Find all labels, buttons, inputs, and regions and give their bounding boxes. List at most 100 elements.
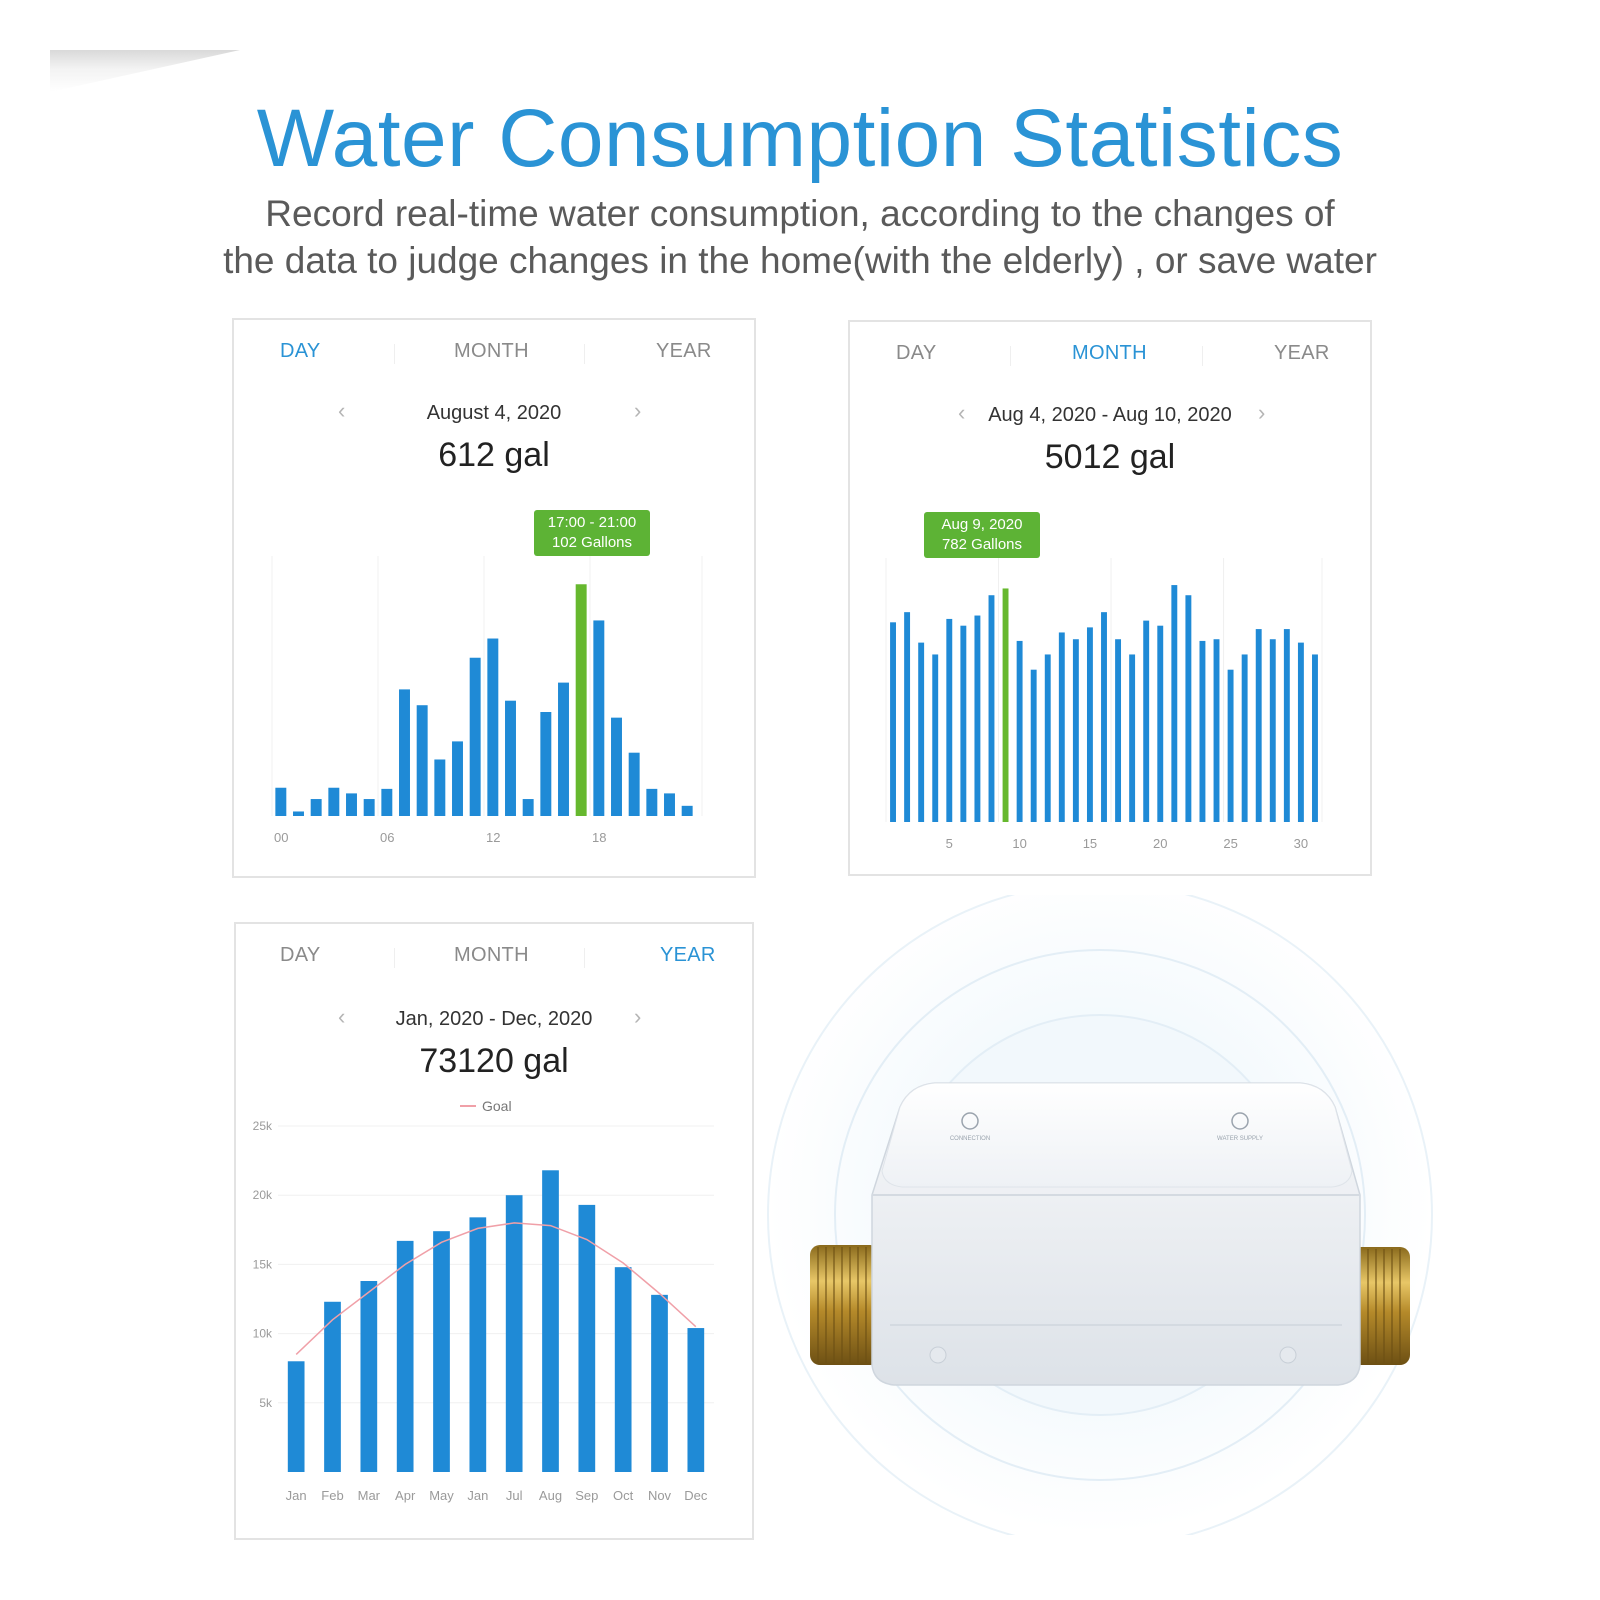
day-bar[interactable]	[293, 811, 304, 816]
day-bar[interactable]	[487, 638, 499, 816]
month-bar[interactable]	[932, 654, 939, 822]
tab-divider	[1010, 346, 1011, 366]
month-bar[interactable]	[1213, 639, 1220, 822]
x-tick-label: Apr	[395, 1488, 416, 1503]
tab-day[interactable]: DAY	[896, 342, 937, 364]
next-arrow-icon[interactable]: ›	[1258, 400, 1266, 425]
tab-year[interactable]: YEAR	[660, 944, 716, 966]
month-bar[interactable]	[1143, 620, 1150, 822]
next-arrow-icon[interactable]: ›	[634, 1004, 642, 1029]
day-bar[interactable]	[363, 799, 375, 816]
subtitle-line-2: the data to judge changes in the home(wi…	[223, 240, 1377, 281]
prev-arrow-icon[interactable]: ‹	[338, 1004, 346, 1029]
month-bar[interactable]	[1297, 642, 1304, 822]
day-bar[interactable]	[469, 657, 481, 816]
day-bar[interactable]	[664, 793, 675, 816]
month-bar[interactable]	[1115, 639, 1122, 822]
total-usage: 5012 gal	[1044, 438, 1176, 476]
month-bar[interactable]	[1157, 625, 1164, 822]
connection-label: CONNECTION	[950, 1136, 990, 1142]
x-tick-label: 10	[1012, 836, 1026, 851]
month-bar[interactable]	[1002, 588, 1009, 822]
day-bar[interactable]	[540, 712, 552, 816]
tab-month[interactable]: MONTH	[454, 944, 529, 966]
year-bar[interactable]	[687, 1328, 705, 1472]
day-bar[interactable]	[399, 689, 410, 816]
month-bar[interactable]	[1030, 669, 1037, 822]
day-bar[interactable]	[628, 752, 640, 816]
month-bar[interactable]	[1101, 612, 1107, 822]
prev-arrow-icon[interactable]: ‹	[958, 400, 966, 425]
year-bar[interactable]	[542, 1170, 559, 1472]
prev-arrow-icon[interactable]: ‹	[338, 398, 346, 423]
day-bar[interactable]	[681, 805, 693, 816]
day-bar[interactable]	[452, 741, 463, 816]
year-bar[interactable]	[433, 1231, 450, 1472]
month-bar[interactable]	[1058, 632, 1065, 822]
day-bar[interactable]	[522, 799, 534, 816]
month-bar[interactable]	[960, 625, 967, 822]
month-bar[interactable]	[904, 612, 911, 822]
month-bar[interactable]	[1312, 654, 1318, 822]
year-bar[interactable]	[505, 1195, 523, 1472]
tab-day[interactable]: DAY	[280, 944, 321, 966]
month-bar[interactable]	[1185, 595, 1192, 822]
tooltip-time: 17:00 - 21:00	[547, 514, 637, 531]
month-bar[interactable]	[890, 622, 896, 822]
day-bar[interactable]	[593, 620, 605, 816]
year-bar[interactable]	[360, 1281, 378, 1472]
x-tick-label: 20	[1153, 836, 1167, 851]
x-tick-label: 00	[274, 830, 288, 845]
month-bar[interactable]	[918, 642, 925, 822]
month-bar[interactable]	[1199, 640, 1206, 822]
month-bar[interactable]	[1171, 585, 1178, 822]
left-brass-fitting	[810, 1245, 880, 1365]
x-tick-label: Jan	[467, 1488, 488, 1503]
day-bar[interactable]	[275, 787, 287, 816]
day-bar[interactable]	[346, 793, 357, 816]
next-arrow-icon[interactable]: ›	[634, 398, 642, 423]
month-bar[interactable]	[1086, 627, 1093, 822]
year-bar[interactable]	[578, 1204, 596, 1472]
month-bar[interactable]	[1255, 629, 1262, 822]
year-bar[interactable]	[469, 1217, 487, 1472]
day-bar[interactable]	[646, 788, 658, 816]
year-bar[interactable]	[614, 1267, 632, 1472]
month-bar[interactable]	[1283, 629, 1290, 822]
tab-year[interactable]: YEAR	[656, 340, 712, 362]
day-bar[interactable]	[505, 700, 516, 816]
month-bar[interactable]	[1072, 639, 1079, 822]
tab-month[interactable]: MONTH	[454, 340, 529, 362]
day-bar[interactable]	[434, 759, 446, 816]
x-tick-label: Jul	[506, 1488, 523, 1503]
x-tick-label: 18	[592, 830, 606, 845]
tab-day[interactable]: DAY	[280, 340, 321, 362]
month-bar[interactable]	[1016, 640, 1023, 822]
month-bar[interactable]	[1129, 654, 1136, 822]
goal-line	[295, 1222, 697, 1355]
month-bar[interactable]	[1269, 639, 1276, 822]
page-title: Water Consumption Statistics	[256, 93, 1344, 184]
year-bar[interactable]	[396, 1240, 414, 1472]
day-bar[interactable]	[558, 682, 569, 816]
month-bar[interactable]	[1044, 654, 1051, 822]
month-bar[interactable]	[1241, 654, 1248, 822]
year-bar[interactable]	[287, 1361, 305, 1472]
month-bar[interactable]	[1227, 669, 1234, 822]
day-bar[interactable]	[381, 788, 393, 816]
day-bar[interactable]	[611, 717, 622, 816]
day-bar[interactable]	[310, 799, 322, 816]
day-bar[interactable]	[416, 705, 428, 816]
day-bar[interactable]	[328, 787, 340, 816]
day-bar[interactable]	[575, 584, 587, 816]
month-bar[interactable]	[946, 618, 953, 822]
year-bar-chart: Goal 5k 10k 15k 20k 25k Jan Feb Mar Apr May Jan Jul A…	[253, 1100, 714, 1503]
month-bar[interactable]	[974, 615, 981, 822]
year-bar[interactable]	[651, 1294, 668, 1472]
month-bar[interactable]	[988, 595, 995, 822]
tab-year[interactable]: YEAR	[1274, 342, 1330, 364]
date-range: Jan, 2020 - Dec, 2020	[395, 1008, 593, 1030]
tab-month[interactable]: MONTH	[1072, 342, 1147, 364]
year-bar[interactable]	[324, 1301, 341, 1472]
tab-divider	[584, 948, 585, 968]
